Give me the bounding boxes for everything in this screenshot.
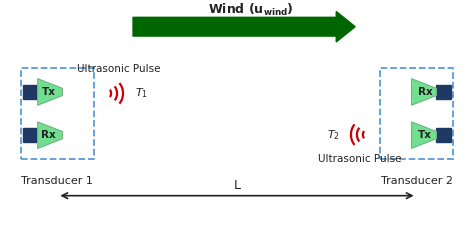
- Text: Transducer 1: Transducer 1: [21, 176, 93, 186]
- Text: Ultrasonic Pulse: Ultrasonic Pulse: [318, 154, 401, 164]
- Polygon shape: [38, 79, 63, 105]
- Text: Ultrasonic Pulse: Ultrasonic Pulse: [77, 64, 161, 74]
- Text: Tx: Tx: [418, 130, 432, 140]
- Text: Tx: Tx: [42, 87, 56, 97]
- Text: Rx: Rx: [418, 87, 432, 97]
- Polygon shape: [38, 122, 63, 148]
- Polygon shape: [411, 122, 436, 148]
- Bar: [436, 85, 451, 99]
- Text: $T_2$: $T_2$: [327, 128, 340, 142]
- Text: Transducer 2: Transducer 2: [381, 176, 453, 186]
- Text: Wind (u$_{\mathregular{wind}}$): Wind (u$_{\mathregular{wind}}$): [209, 2, 294, 18]
- Polygon shape: [411, 79, 436, 105]
- Text: $T_1$: $T_1$: [136, 87, 148, 100]
- FancyArrow shape: [133, 11, 355, 42]
- Bar: [23, 128, 38, 142]
- Text: Rx: Rx: [42, 130, 56, 140]
- Bar: [436, 128, 451, 142]
- Bar: [23, 85, 38, 99]
- Text: L: L: [234, 179, 240, 192]
